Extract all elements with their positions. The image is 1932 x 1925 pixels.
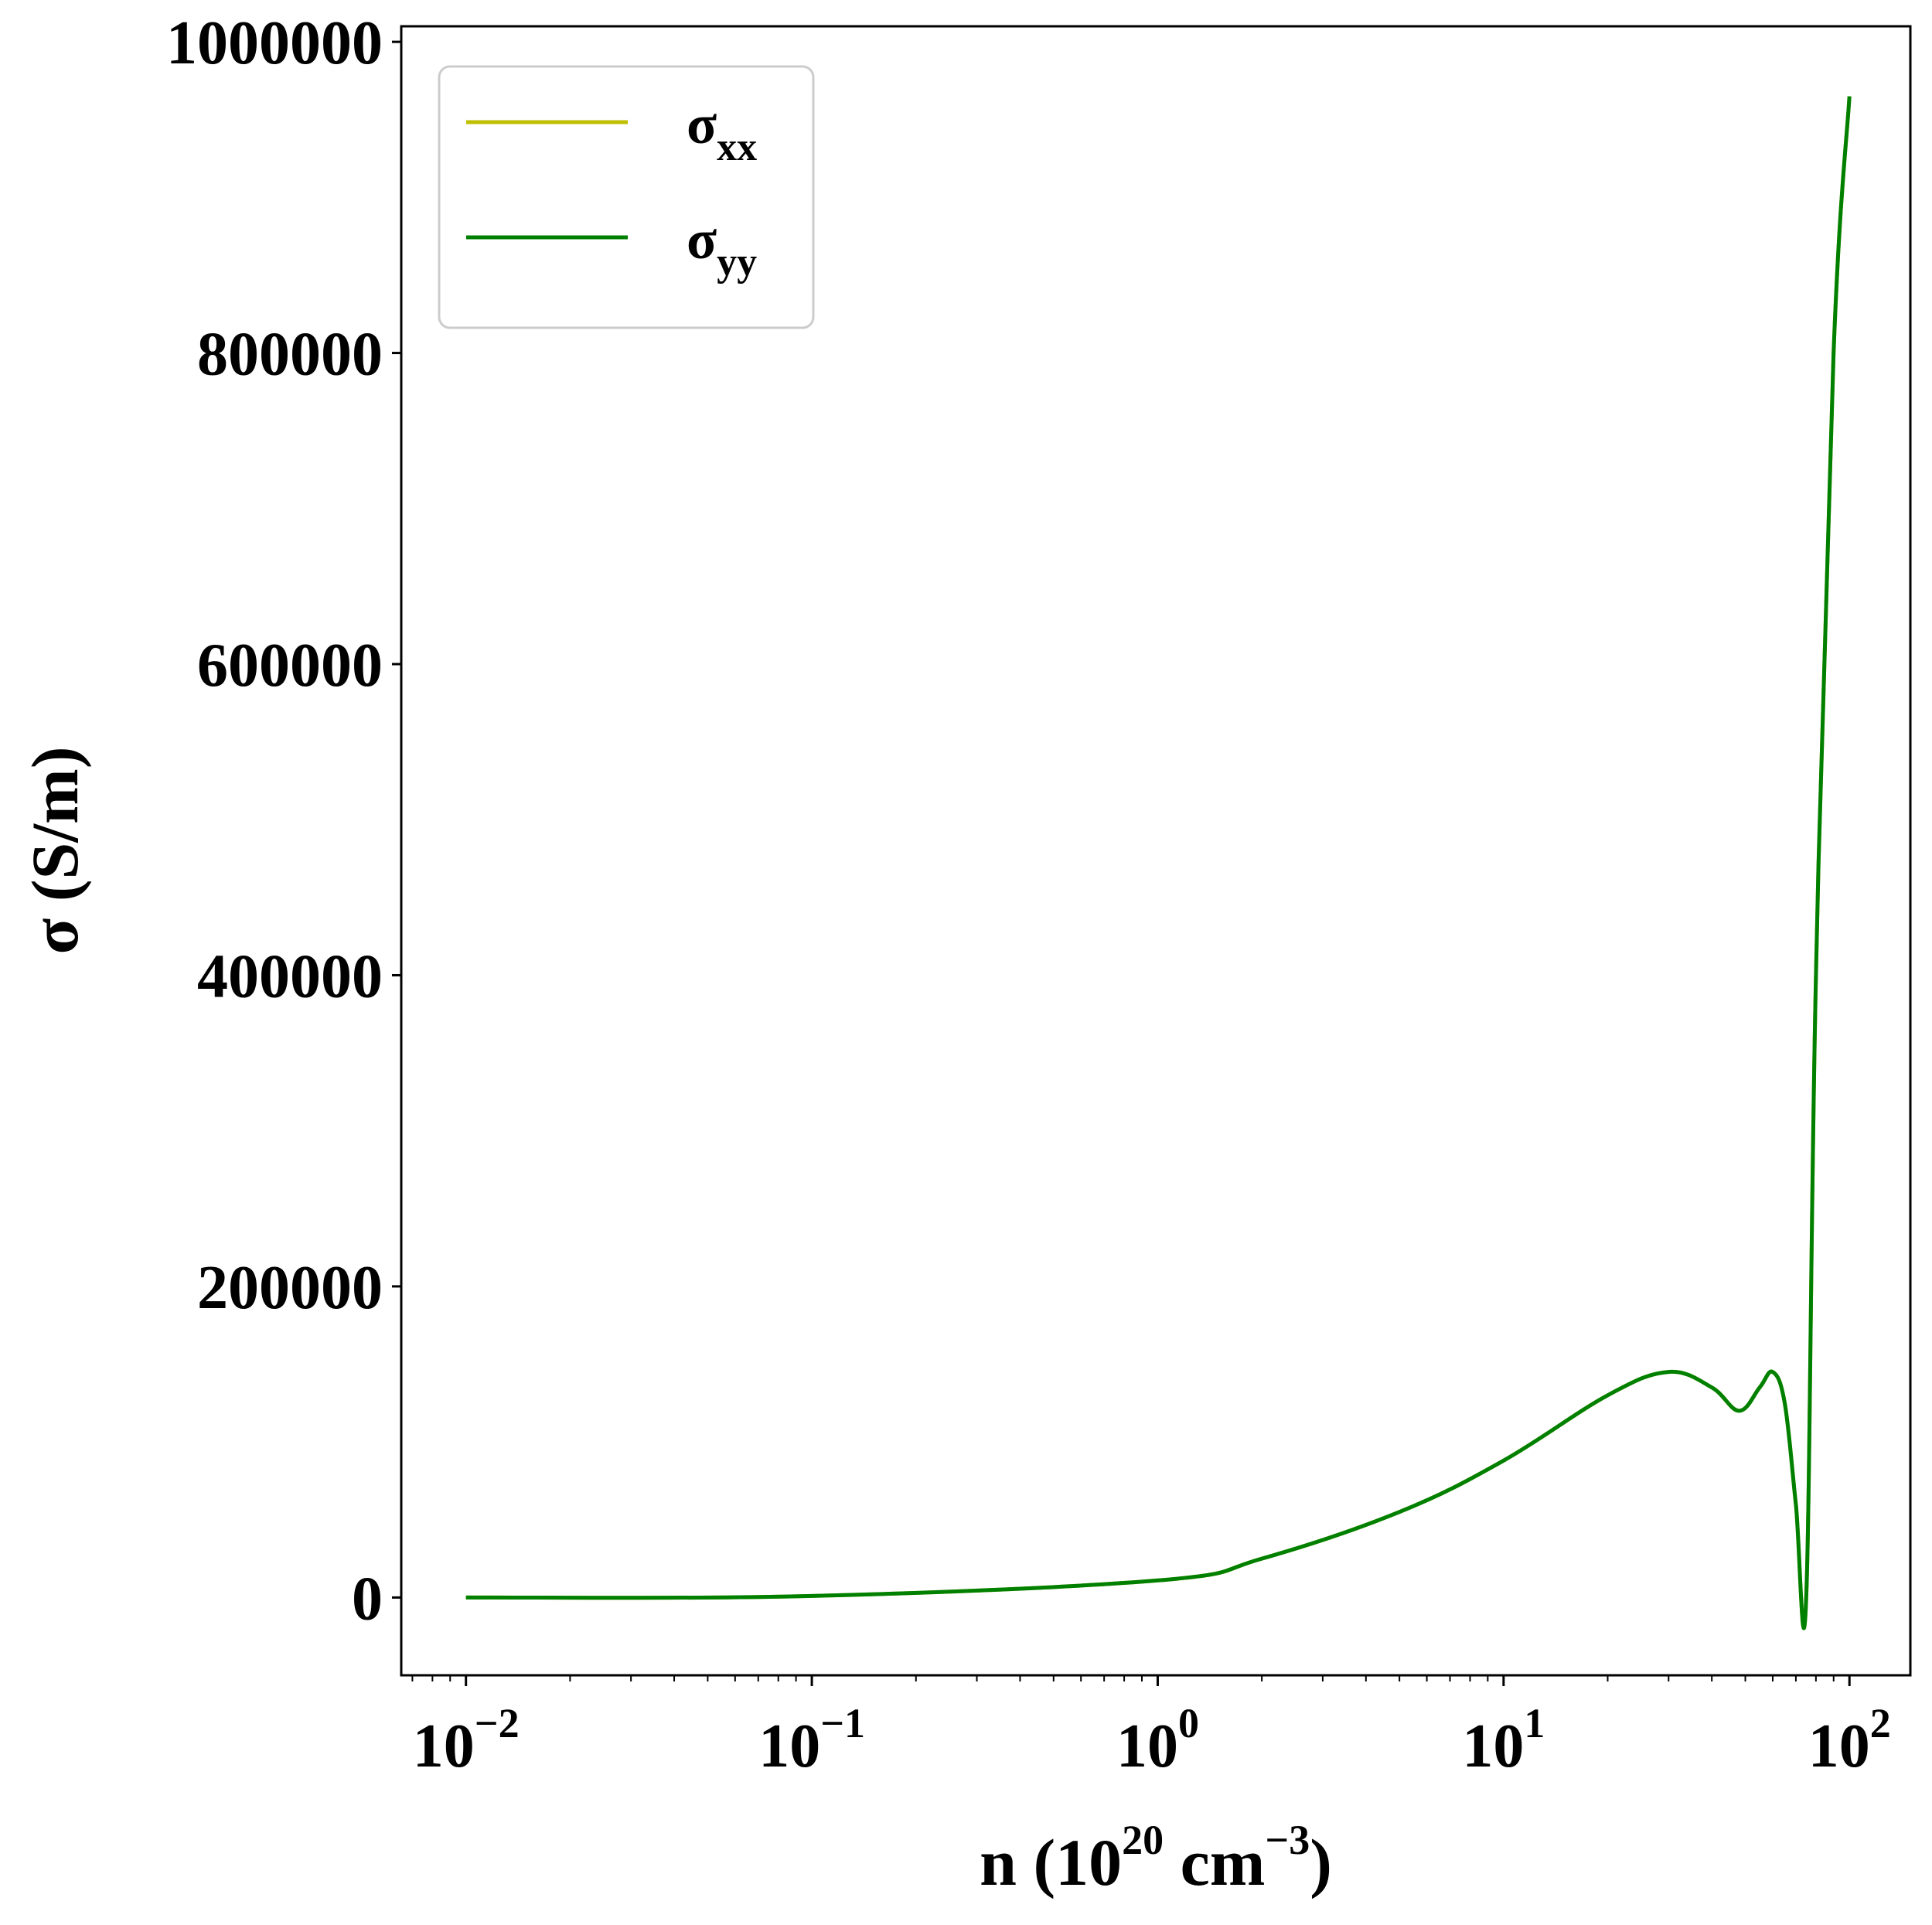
y-tick-label: 0 bbox=[352, 1565, 383, 1633]
legend-label-sigma-yy: σyy bbox=[687, 209, 757, 284]
x-tick-label: 100 bbox=[1116, 1700, 1199, 1780]
x-axis-ticks: 10−2 10−1 100 101 102 bbox=[413, 1675, 1891, 1780]
y-tick-label: 1000000 bbox=[166, 9, 383, 77]
x-tick-label: 102 bbox=[1808, 1700, 1891, 1780]
x-axis-label: n (1020 cm−3) bbox=[980, 1817, 1332, 1899]
y-tick-label: 800000 bbox=[197, 321, 383, 389]
x-tick-label: 10−1 bbox=[758, 1700, 865, 1780]
y-axis-ticks: 0 200000 400000 600000 800000 1000000 bbox=[166, 9, 401, 1633]
y-tick-label: 600000 bbox=[197, 632, 383, 700]
legend-label-sigma-xx: σxx bbox=[687, 94, 757, 169]
x-tick-label: 10−2 bbox=[413, 1700, 520, 1780]
legend-box bbox=[438, 65, 815, 329]
y-tick-label: 200000 bbox=[197, 1254, 383, 1322]
legend: σxx σyy bbox=[438, 65, 815, 329]
series-layer bbox=[465, 96, 1852, 1630]
x-tick-label: 101 bbox=[1462, 1700, 1545, 1780]
y-tick-label: 400000 bbox=[197, 942, 383, 1010]
series-line-sigma-yy bbox=[465, 96, 1852, 1630]
y-axis-label: σ (S/m) bbox=[18, 747, 92, 955]
x-axis-minor-ticks bbox=[411, 1675, 1835, 1681]
